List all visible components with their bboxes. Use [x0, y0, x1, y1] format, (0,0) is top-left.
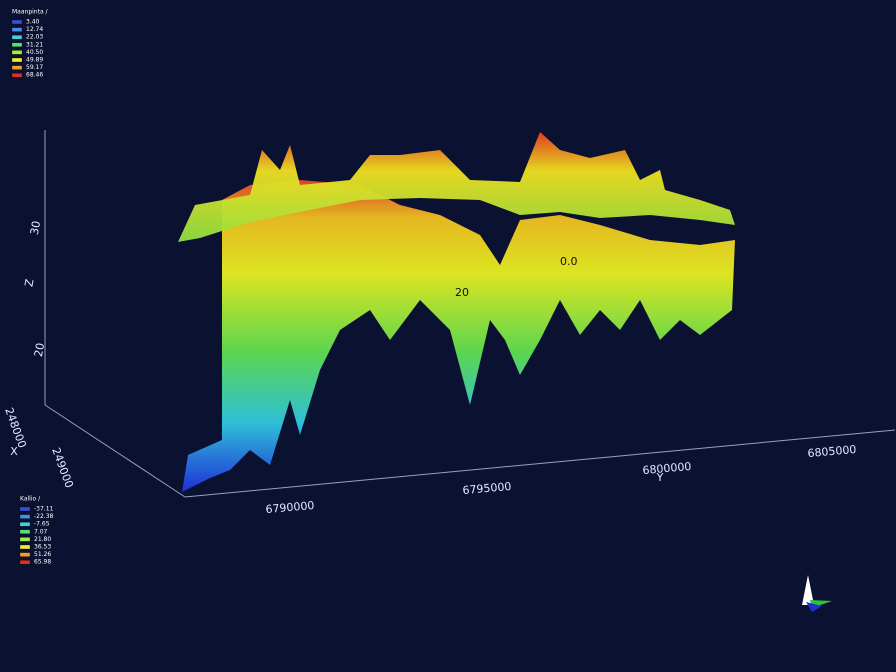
legend-label: 65.98	[34, 559, 51, 566]
ground-surface	[178, 132, 735, 242]
legend-swatch	[11, 65, 23, 70]
x-axis	[44, 404, 186, 498]
legend-swatch	[19, 544, 31, 550]
legend-label: -22.38	[34, 513, 54, 520]
legend-title: Kallio /	[20, 496, 41, 503]
legend-swatch	[19, 522, 31, 527]
legend-label: 21.80	[34, 536, 51, 543]
legend-label: 49.89	[26, 57, 43, 64]
legend-title: Maanpinta /	[12, 9, 49, 16]
legend-swatch	[19, 560, 31, 565]
bedrock-surface	[182, 180, 735, 492]
legend-swatch	[19, 537, 31, 542]
legend-swatch	[19, 506, 31, 512]
legend-swatch	[19, 529, 31, 534]
x-axis-title: X	[10, 445, 18, 458]
legend-swatch	[19, 552, 31, 557]
legend-label: 3.40	[26, 19, 40, 26]
orientation-triad	[802, 575, 832, 612]
legend-swatch	[11, 50, 23, 55]
y-axis-title: Y	[656, 471, 664, 484]
y-tick-label: 6790000	[265, 499, 315, 516]
legend-label: 40.50	[26, 49, 43, 56]
legend-swatch	[19, 514, 31, 519]
contour-label: 20	[455, 286, 469, 299]
z-tick-label: 30	[28, 220, 43, 236]
contour-label: 0.0	[560, 255, 578, 268]
legend-swatch	[11, 27, 23, 32]
legend-swatch	[11, 73, 23, 78]
y-tick-label: 6805000	[807, 443, 857, 460]
legend-label: 22.03	[26, 34, 43, 41]
legend-label: 36.53	[34, 544, 51, 551]
y-arrow	[806, 602, 822, 612]
y-tick-label: 6800000	[642, 460, 692, 477]
axes	[44, 130, 896, 498]
legend-label: 31.21	[26, 41, 43, 48]
legend-label: 51.26	[34, 551, 51, 558]
legend-label: 59.17	[26, 64, 43, 71]
y-tick-label: 6795000	[462, 480, 512, 497]
z-arrow	[802, 575, 814, 605]
legend-label: 12.74	[26, 26, 43, 33]
legend-label: -7.65	[34, 521, 50, 528]
legend-label: 7.07	[34, 528, 48, 535]
y-axis	[184, 429, 896, 498]
z-tick-label: 20	[32, 342, 47, 358]
z-axis-title: Z	[22, 278, 36, 288]
legend-label: 68.46	[26, 72, 43, 79]
legend-swatch	[11, 42, 23, 47]
legend-swatch	[11, 35, 23, 40]
legend-swatch	[11, 57, 23, 63]
legend-swatch	[11, 19, 23, 25]
legend-label: -37.11	[34, 506, 54, 513]
